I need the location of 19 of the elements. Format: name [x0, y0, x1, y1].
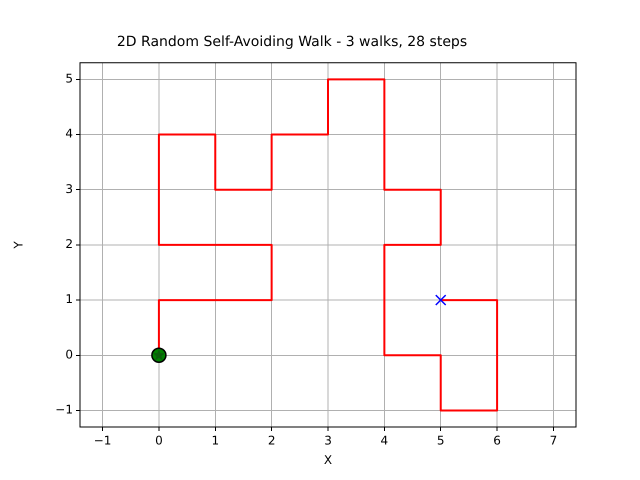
y-tick-label: 2 [65, 237, 73, 252]
y-tick-label: 5 [65, 71, 73, 86]
chart-title: 2D Random Self-Avoiding Walk - 3 walks, 28 steps [116, 34, 468, 50]
x-tick-label: 0 [155, 433, 163, 448]
y-tick-label: 0 [65, 347, 73, 362]
x-tick-label: 2 [268, 433, 276, 448]
x-tick-label: 5 [436, 433, 445, 448]
x-axis-title: X [324, 452, 332, 467]
x-tick-label: 6 [493, 433, 501, 448]
y-axis-title: Y [11, 240, 26, 250]
x-tick-label: 4 [380, 433, 388, 448]
y-tick-label: 4 [65, 126, 73, 141]
x-tick-label: 3 [324, 433, 332, 448]
x-tick-label: 7 [550, 433, 558, 448]
x-tick-label: 1 [211, 433, 220, 448]
x-tick-label: −1 [94, 433, 112, 448]
y-tick-label: −1 [55, 402, 73, 417]
y-tick-label: 1 [65, 292, 73, 306]
y-tick-label: 3 [65, 182, 73, 196]
